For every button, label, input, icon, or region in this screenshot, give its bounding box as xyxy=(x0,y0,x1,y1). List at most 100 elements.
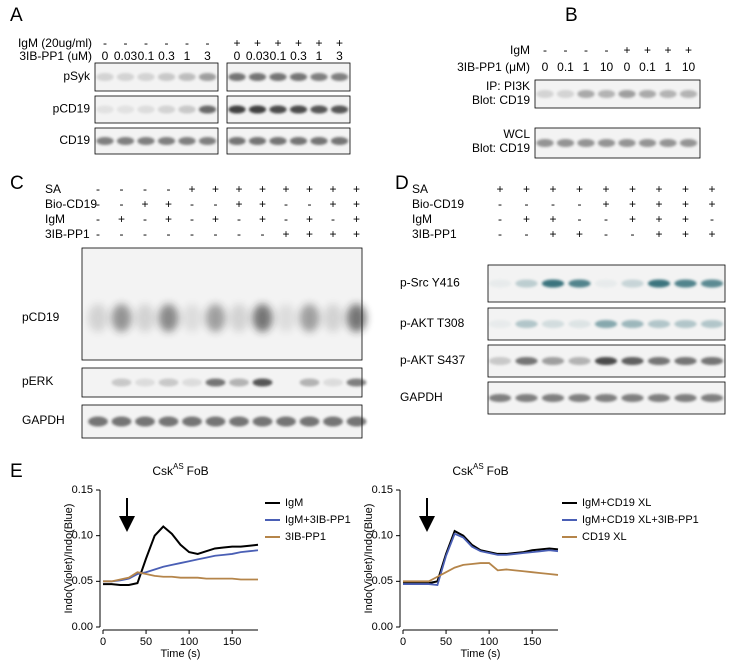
y-axis-label: Indo(Violet)/Indo(Blue) xyxy=(363,504,375,614)
blot-band xyxy=(116,137,135,145)
title-superscript: AS xyxy=(173,462,184,471)
blot-band xyxy=(299,416,320,427)
lane-label: - xyxy=(237,227,241,241)
lane-label: 3 xyxy=(204,49,211,63)
blot-band xyxy=(638,139,657,147)
lane-label: 0.03 xyxy=(114,49,138,63)
blot-band xyxy=(679,139,698,147)
title-rest: FoB xyxy=(487,464,509,478)
y-tick-label: 0.15 xyxy=(72,484,93,496)
lane-label: - xyxy=(551,197,555,211)
lane-label: - xyxy=(143,182,147,196)
blot-band xyxy=(674,320,697,328)
lane-label: - xyxy=(498,197,502,211)
lane-label: + xyxy=(708,197,715,211)
lane-label: + xyxy=(329,227,336,241)
panel-letter: E xyxy=(10,461,23,482)
row-label: pCD19 xyxy=(22,310,60,324)
row-label: p-AKT T308 xyxy=(400,316,465,330)
blot-frame xyxy=(94,95,219,124)
lane-label: - xyxy=(96,182,100,196)
lane-label: - xyxy=(120,182,124,196)
blot-band xyxy=(228,105,246,114)
lane-label: + xyxy=(655,197,662,211)
blot-band xyxy=(568,394,591,402)
row-label: IP: PI3K xyxy=(486,79,530,93)
blot-band xyxy=(289,105,308,114)
lane-label: + xyxy=(212,212,219,226)
lane-label: + xyxy=(629,197,636,211)
lane-label: 0 xyxy=(624,60,631,74)
condition-label: 3IB-PP1 xyxy=(412,227,457,241)
blot-band xyxy=(96,137,114,145)
blot-band xyxy=(659,90,677,98)
blot-band xyxy=(568,357,591,365)
lane-label: + xyxy=(259,197,266,211)
y-tick-label: 0.05 xyxy=(72,575,93,587)
blot-band xyxy=(700,394,724,402)
blot-band xyxy=(597,139,616,147)
lane-label: - xyxy=(143,212,147,226)
blot-band xyxy=(674,357,697,365)
condition-label: 3IB-PP1 xyxy=(45,227,90,241)
blot-band xyxy=(330,73,349,81)
title-rest: FoB xyxy=(187,464,209,478)
blot-band xyxy=(577,139,595,147)
blot-band xyxy=(647,394,671,402)
blot-band xyxy=(536,139,554,147)
blot-band xyxy=(310,73,328,81)
blot-band xyxy=(346,304,367,332)
blot-band xyxy=(276,416,296,427)
title-text: Csk xyxy=(152,464,174,478)
blot-band xyxy=(178,73,196,81)
lane-label: - xyxy=(578,197,582,211)
lane-label: + xyxy=(329,182,336,196)
blot-band xyxy=(205,304,226,332)
blot-band xyxy=(700,320,724,328)
blot-band xyxy=(158,416,179,427)
blot-frame xyxy=(94,127,219,155)
condition-label: SA xyxy=(45,182,61,196)
blot-band xyxy=(541,279,565,288)
data-line xyxy=(403,529,559,585)
lane-label: + xyxy=(235,197,242,211)
blot-band xyxy=(248,73,267,81)
blot-band xyxy=(269,137,287,145)
blot-band xyxy=(700,279,724,288)
blot-band xyxy=(248,105,267,114)
legend-label: IgM+CD19 XL+3IB-PP1 xyxy=(582,514,699,526)
blot-band xyxy=(228,137,246,145)
row-label: pSyk xyxy=(63,69,91,83)
x-tick-label: 0 xyxy=(100,636,106,648)
x-tick-label: 0 xyxy=(400,636,406,648)
legend-label: 3IB-PP1 xyxy=(285,531,326,543)
blot-band xyxy=(310,137,328,145)
lane-label: 0.3 xyxy=(290,49,307,63)
blot-band xyxy=(594,279,618,288)
y-tick-label: 0.00 xyxy=(72,621,93,633)
lane-label: - xyxy=(498,227,502,241)
lane-label: + xyxy=(629,182,636,196)
lane-label: + xyxy=(523,182,530,196)
lane-label: + xyxy=(118,212,125,226)
lane-label: - xyxy=(167,227,171,241)
lane-label: - xyxy=(564,43,568,57)
lane-label: - xyxy=(214,227,218,241)
x-tick-label: 150 xyxy=(223,636,241,648)
lane-label: + xyxy=(259,212,266,226)
blot-band xyxy=(276,304,296,332)
lane-label: 1 xyxy=(316,49,323,63)
blot-band xyxy=(111,304,132,332)
blot-band xyxy=(182,416,202,427)
blot-band xyxy=(556,139,575,147)
data-line xyxy=(403,532,559,586)
blot-band xyxy=(88,416,108,427)
blot-band xyxy=(157,105,176,114)
x-tick-label: 100 xyxy=(480,636,498,648)
blot-band xyxy=(289,73,308,81)
lane-label: 0.03 xyxy=(246,49,270,63)
lane-label: + xyxy=(259,182,266,196)
lane-label: - xyxy=(710,212,714,226)
blot-band xyxy=(178,105,196,114)
lane-label: + xyxy=(254,36,261,50)
